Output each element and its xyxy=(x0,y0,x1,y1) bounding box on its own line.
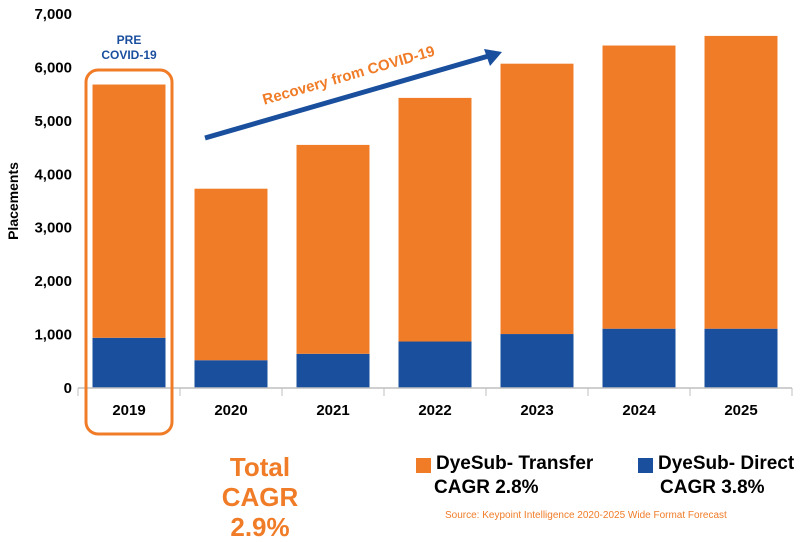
bar-dyesub-direct-2024 xyxy=(602,328,676,388)
bar-dyesub-transfer-2025 xyxy=(704,35,778,329)
x-tick-label: 2020 xyxy=(214,402,247,419)
x-tick-label: 2019 xyxy=(112,402,145,419)
x-tick-label: 2022 xyxy=(418,402,451,419)
x-tick-label: 2024 xyxy=(622,402,656,419)
y-tick-label: 4,000 xyxy=(34,166,72,183)
legend-transfer-label: DyeSub- Transfer xyxy=(436,453,594,474)
x-tick-label: 2023 xyxy=(520,402,553,419)
pre-covid-label-line1: PRE xyxy=(117,33,142,47)
y-tick-label: 6,000 xyxy=(34,59,72,76)
recovery-arrow-head xyxy=(484,49,502,66)
stacked-bar-chart: 0 1,000 2,000 3,000 4,000 5,000 6,000 7,000 Plac… xyxy=(5,6,793,436)
bar-dyesub-transfer-2024 xyxy=(602,45,676,329)
x-tick-label: 2025 xyxy=(724,402,757,419)
total-cagr-value: 2.9% xyxy=(230,512,290,542)
bar-dyesub-transfer-2020 xyxy=(194,188,268,361)
bars xyxy=(92,35,778,388)
legend-direct-cagr: CAGR 3.8% xyxy=(660,477,765,498)
bar-dyesub-direct-2025 xyxy=(704,328,778,388)
bar-dyesub-direct-2020 xyxy=(194,360,268,388)
total-cagr: Total CAGR 2.9% xyxy=(200,452,320,542)
x-axis: 2019 2020 2021 2022 2023 2024 2025 xyxy=(77,387,793,419)
bar-dyesub-transfer-2022 xyxy=(398,97,472,342)
bar-dyesub-transfer-2019 xyxy=(92,84,166,338)
y-tick-label: 2,000 xyxy=(34,273,72,290)
bar-dyesub-direct-2022 xyxy=(398,341,472,388)
bar-dyesub-transfer-2023 xyxy=(500,63,574,335)
bar-dyesub-transfer-2021 xyxy=(296,144,370,354)
y-tick-label: 3,000 xyxy=(34,220,72,237)
legend-direct-label: DyeSub- Direct xyxy=(658,453,795,474)
y-tick-label: 0 xyxy=(64,380,72,397)
y-tick-label: 5,000 xyxy=(34,113,72,130)
y-tick-label: 1,000 xyxy=(34,327,72,344)
recovery-arrow-shaft xyxy=(204,52,493,141)
pre-covid-label-line2: COVID-19 xyxy=(101,48,157,62)
bar-dyesub-direct-2019 xyxy=(92,337,166,388)
y-axis-label: Placements xyxy=(5,162,21,240)
legend-direct-swatch xyxy=(638,458,653,473)
y-axis: 0 1,000 2,000 3,000 4,000 5,000 6,000 7,000 Plac… xyxy=(5,6,72,397)
legend-transfer-cagr: CAGR 2.8% xyxy=(434,477,539,498)
y-tick-label: 7,000 xyxy=(34,6,72,23)
bar-dyesub-direct-2023 xyxy=(500,334,574,388)
legend-transfer-swatch xyxy=(416,458,431,473)
x-tick-label: 2021 xyxy=(316,402,349,419)
bar-dyesub-direct-2021 xyxy=(296,353,370,388)
source-note: Source: Keypoint Intelligence 2020-2025 … xyxy=(445,510,727,521)
pre-covid-highlight-box xyxy=(84,68,174,436)
total-cagr-title: Total CAGR xyxy=(221,452,299,512)
